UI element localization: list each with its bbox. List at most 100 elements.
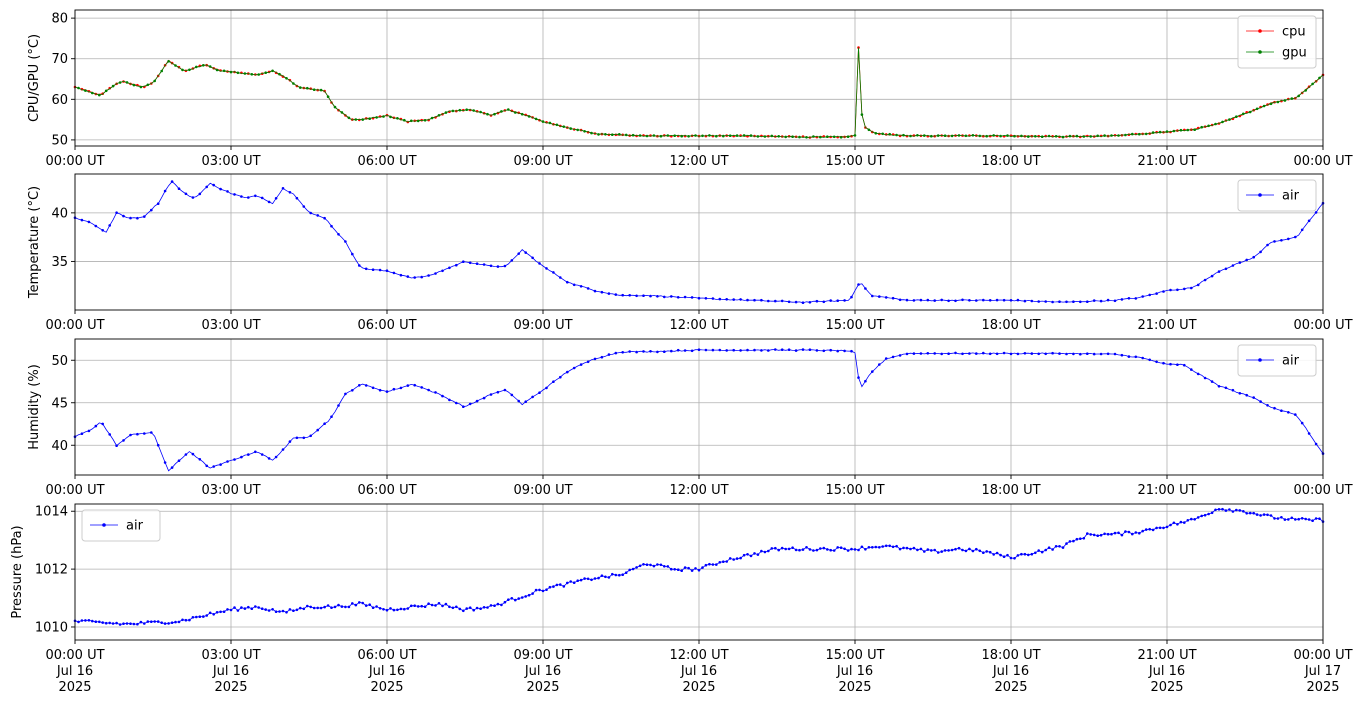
data-point bbox=[607, 353, 611, 356]
data-point bbox=[798, 135, 801, 139]
data-point bbox=[101, 621, 104, 624]
data-point bbox=[1034, 135, 1037, 138]
data-point bbox=[358, 601, 361, 604]
data-point bbox=[635, 294, 638, 298]
data-point bbox=[1110, 532, 1113, 536]
data-point bbox=[995, 298, 999, 302]
data-point bbox=[600, 574, 604, 577]
data-point bbox=[694, 134, 697, 137]
legend-marker bbox=[1258, 358, 1262, 362]
data-point bbox=[500, 110, 503, 113]
data-point bbox=[118, 81, 122, 84]
data-point bbox=[98, 93, 101, 97]
data-point bbox=[191, 196, 195, 199]
data-point bbox=[188, 68, 191, 72]
data-point bbox=[1255, 107, 1259, 111]
data-point bbox=[874, 545, 878, 549]
data-point bbox=[500, 603, 503, 607]
data-point bbox=[538, 262, 541, 265]
data-point bbox=[1245, 258, 1248, 262]
y-tick-label: 50 bbox=[51, 133, 68, 148]
data-point bbox=[850, 349, 853, 353]
data-point bbox=[337, 404, 340, 407]
data-point bbox=[1141, 529, 1144, 533]
data-point bbox=[1092, 352, 1096, 356]
data-point bbox=[711, 348, 715, 352]
y-tick-label: 1010 bbox=[35, 620, 68, 635]
data-point bbox=[808, 301, 812, 304]
data-point bbox=[326, 95, 330, 98]
data-point bbox=[645, 134, 649, 138]
data-point bbox=[898, 298, 902, 302]
data-point bbox=[455, 605, 458, 609]
data-point bbox=[136, 622, 139, 626]
data-point bbox=[576, 128, 579, 132]
data-point bbox=[448, 605, 451, 609]
data-point bbox=[389, 115, 392, 119]
data-point bbox=[905, 352, 909, 356]
data-point bbox=[739, 556, 742, 560]
data-point bbox=[191, 616, 195, 619]
data-point bbox=[1079, 300, 1082, 304]
data-point bbox=[1110, 134, 1113, 137]
data-point bbox=[434, 391, 437, 394]
data-point bbox=[104, 621, 108, 625]
data-point bbox=[531, 592, 534, 595]
data-point bbox=[160, 69, 163, 73]
data-point bbox=[101, 229, 104, 232]
data-point bbox=[1113, 299, 1117, 303]
data-point bbox=[129, 216, 132, 220]
data-point bbox=[243, 72, 247, 75]
data-point bbox=[413, 276, 417, 279]
x-tick-label: 00:00 UT bbox=[1293, 318, 1352, 333]
data-point bbox=[1096, 534, 1099, 537]
data-point bbox=[552, 380, 555, 384]
data-point bbox=[472, 608, 476, 612]
data-point bbox=[1051, 548, 1054, 551]
data-point bbox=[396, 117, 399, 120]
data-point bbox=[763, 135, 767, 138]
data-point bbox=[670, 295, 673, 298]
data-point bbox=[104, 89, 108, 93]
data-point bbox=[649, 350, 652, 353]
data-point bbox=[815, 548, 819, 552]
data-point bbox=[1058, 545, 1061, 548]
data-point bbox=[728, 134, 732, 137]
data-point bbox=[645, 563, 649, 566]
data-point bbox=[559, 276, 562, 279]
data-point bbox=[219, 463, 222, 466]
data-point bbox=[1217, 508, 1221, 511]
data-point bbox=[1065, 352, 1068, 356]
data-point bbox=[427, 388, 430, 392]
data-point bbox=[1120, 533, 1124, 537]
data-point bbox=[538, 588, 541, 592]
data-point bbox=[940, 550, 943, 553]
data-point bbox=[1314, 517, 1318, 520]
data-point bbox=[936, 134, 940, 137]
data-point bbox=[312, 606, 316, 610]
data-point bbox=[271, 608, 274, 611]
data-point bbox=[850, 295, 853, 299]
data-point bbox=[1224, 509, 1228, 512]
legend-label: air bbox=[1282, 354, 1300, 369]
data-point bbox=[413, 604, 417, 607]
data-point bbox=[91, 619, 94, 623]
data-point bbox=[1127, 297, 1131, 300]
data-point bbox=[122, 439, 125, 442]
data-point bbox=[160, 621, 163, 624]
data-point bbox=[1124, 133, 1127, 137]
data-point bbox=[482, 263, 486, 266]
data-point bbox=[614, 573, 618, 577]
data-point bbox=[673, 568, 676, 571]
data-point bbox=[1162, 526, 1165, 530]
x-tick-label: 12:00 UT Jul 16 2025 bbox=[669, 648, 728, 695]
data-point bbox=[1276, 100, 1280, 104]
data-point bbox=[836, 349, 839, 353]
data-point bbox=[326, 604, 330, 607]
series-gpu bbox=[74, 47, 1324, 139]
data-point bbox=[1106, 298, 1110, 302]
data-point bbox=[1269, 514, 1273, 517]
data-point bbox=[316, 214, 320, 217]
data-point bbox=[153, 620, 156, 623]
data-point bbox=[1300, 421, 1304, 425]
